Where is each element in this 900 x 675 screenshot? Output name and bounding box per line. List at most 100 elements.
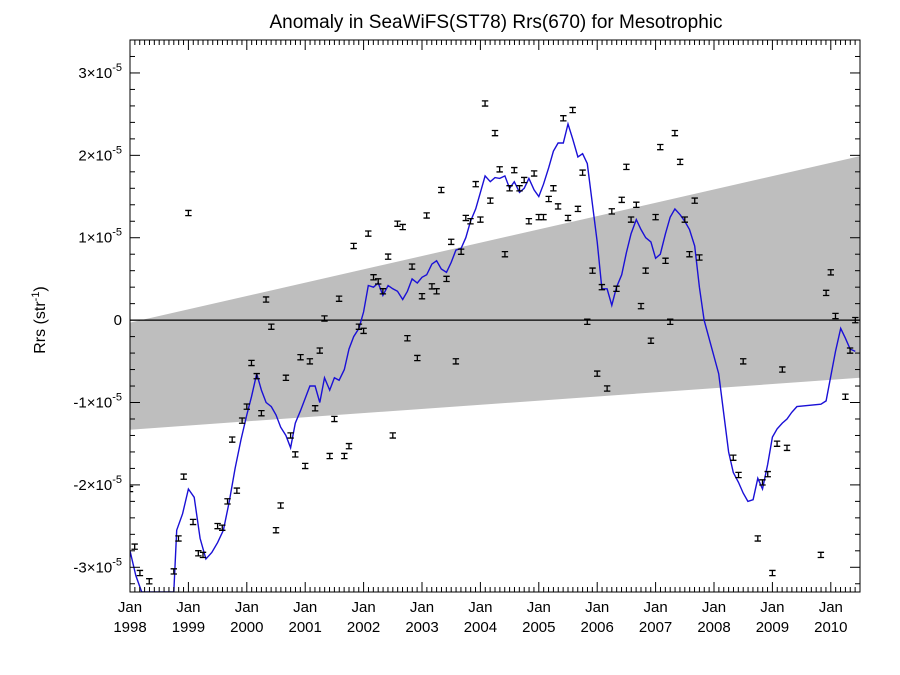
- data-point: [316, 347, 323, 354]
- data-point: [214, 522, 221, 530]
- data-point: [560, 115, 567, 122]
- data-point: [525, 218, 533, 225]
- data-point: [189, 518, 197, 526]
- data-point: [224, 498, 231, 505]
- trend-band: [130, 156, 860, 430]
- data-point: [408, 263, 416, 270]
- y-tick-label: -2×10-5: [73, 474, 122, 494]
- x-tick-label-year: 2010: [814, 619, 847, 636]
- x-tick-label-month: Jan: [235, 599, 259, 616]
- data-point: [598, 283, 606, 291]
- data-point: [579, 169, 586, 176]
- x-tick-label-year: 2002: [347, 619, 380, 636]
- data-point: [248, 359, 255, 367]
- data-point: [618, 196, 625, 204]
- y-tick-label: 3×10-5: [78, 62, 122, 82]
- data-point: [769, 569, 776, 577]
- data-point: [564, 214, 572, 222]
- data-point: [832, 312, 839, 320]
- data-point: [496, 166, 503, 173]
- data-point: [379, 288, 387, 295]
- data-point: [418, 292, 426, 300]
- x-tick-label-year: 2000: [230, 619, 263, 636]
- data-point: [331, 415, 338, 423]
- data-point: [550, 185, 557, 192]
- data-point: [846, 347, 854, 354]
- data-point: [671, 129, 679, 137]
- data-point: [146, 578, 153, 585]
- data-point: [603, 385, 611, 392]
- chart-title: Anomaly in SeaWiFS(ST78) Rrs(670) for Me…: [270, 12, 723, 33]
- data-point: [530, 170, 538, 177]
- data-point: [623, 163, 630, 171]
- data-point: [345, 442, 353, 450]
- data-point: [608, 208, 615, 215]
- data-point: [350, 242, 357, 250]
- data-point: [238, 417, 246, 424]
- data-point: [321, 315, 328, 322]
- data-point: [262, 296, 270, 303]
- data-point: [360, 327, 367, 335]
- data-point: [686, 250, 693, 258]
- data-point: [185, 209, 192, 217]
- data-point: [521, 176, 528, 184]
- data-point: [574, 205, 582, 213]
- data-point: [130, 485, 134, 493]
- data-point: [764, 470, 771, 478]
- data-point: [389, 432, 396, 439]
- data-point: [657, 143, 664, 151]
- data-point: [341, 452, 348, 460]
- data-point: [326, 452, 333, 460]
- data-point: [365, 230, 372, 237]
- data-point: [647, 337, 655, 344]
- x-tick-label-year: 2009: [756, 619, 789, 636]
- data-point: [554, 203, 562, 210]
- data-point: [667, 318, 674, 326]
- data-point: [691, 197, 698, 204]
- y-tick-label: 0: [114, 312, 122, 329]
- data-point: [759, 479, 766, 486]
- data-point: [754, 535, 761, 542]
- data-point: [335, 295, 343, 302]
- data-point: [170, 568, 177, 575]
- data-point: [355, 323, 363, 330]
- x-tick-label-year: 2005: [522, 619, 555, 636]
- x-tick-label-month: Jan: [644, 599, 668, 616]
- x-tick-label-month: Jan: [118, 599, 142, 616]
- y-tick-label: -3×10-5: [73, 556, 122, 576]
- data-point: [613, 285, 620, 293]
- data-point: [472, 180, 479, 188]
- data-point: [258, 409, 265, 417]
- data-point: [730, 454, 737, 461]
- data-point: [491, 129, 499, 137]
- data-point: [584, 318, 591, 326]
- x-tick-label-month: Jan: [293, 599, 317, 616]
- data-point: [370, 274, 377, 281]
- data-point: [842, 393, 849, 400]
- data-point: [540, 213, 547, 221]
- data-point: [477, 216, 484, 223]
- x-tick-label-year: 2001: [289, 619, 322, 636]
- series-line: [130, 121, 856, 592]
- data-point: [195, 550, 202, 557]
- data-point: [272, 526, 280, 534]
- data-point: [131, 543, 138, 550]
- data-point: [773, 440, 781, 447]
- data-point: [452, 358, 460, 365]
- x-tick-label-year: 1999: [172, 619, 205, 636]
- x-tick-label-month: Jan: [352, 599, 376, 616]
- data-point: [287, 432, 294, 439]
- data-point: [467, 218, 474, 225]
- data-point: [282, 374, 290, 382]
- data-point: [594, 370, 601, 377]
- data-point: [423, 212, 430, 219]
- data-point: [384, 253, 392, 260]
- y-tick-label: -1×10-5: [73, 392, 122, 412]
- x-tick-label-year: 2003: [405, 619, 438, 636]
- data-point: [779, 366, 786, 373]
- data-point: [676, 158, 684, 166]
- data-point: [243, 403, 250, 410]
- data-point: [696, 254, 703, 261]
- data-point: [545, 195, 552, 203]
